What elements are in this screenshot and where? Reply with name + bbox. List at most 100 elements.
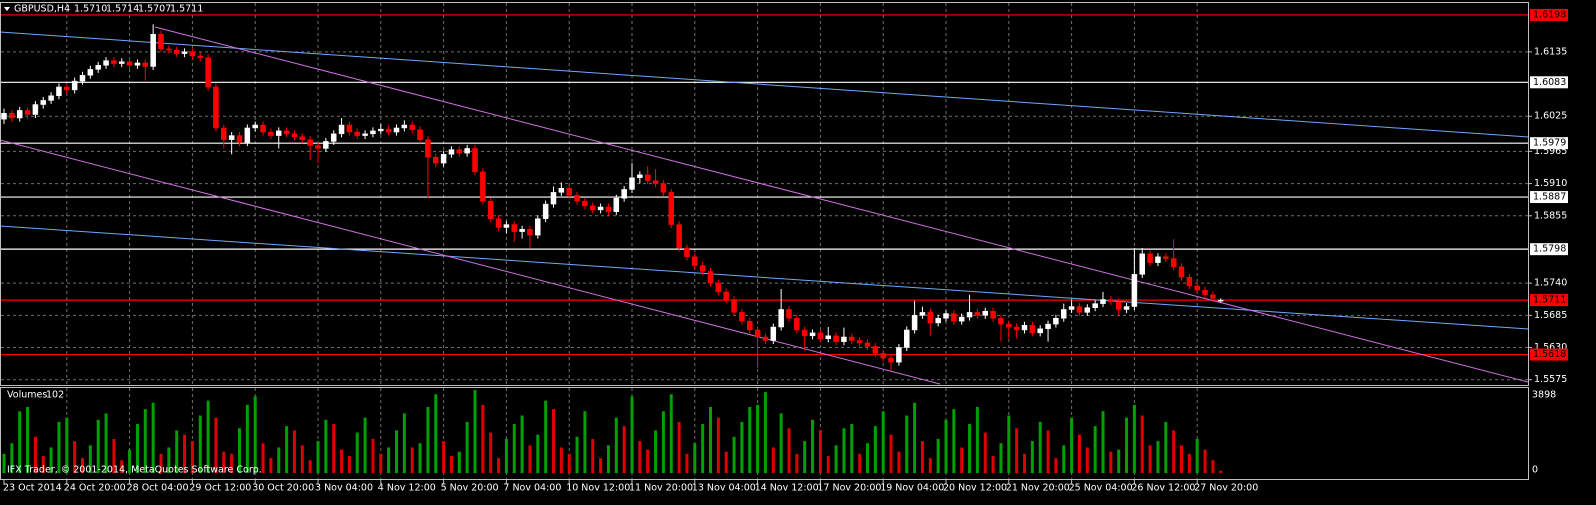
x-tick-label: 5 Nov 20:00 <box>441 483 499 494</box>
candle-body <box>276 130 282 136</box>
y-tick-label: 1.5575 <box>1534 374 1567 385</box>
candle-body <box>770 326 777 341</box>
candle-body <box>668 192 674 225</box>
candle-body <box>817 332 824 339</box>
x-tick-label: 25 Nov 04:00 <box>1069 483 1133 494</box>
candle-body <box>1021 325 1028 331</box>
level-tag <box>1530 294 1568 307</box>
candle-body <box>715 282 722 293</box>
candle-body <box>676 224 682 249</box>
candle-body <box>1013 326 1020 331</box>
candle-body <box>1186 277 1193 287</box>
candle-body <box>315 145 321 149</box>
candle-body <box>943 313 949 319</box>
y-tick-label: 1.5855 <box>1534 210 1567 221</box>
candle-body <box>888 357 894 363</box>
candle-body <box>1061 309 1067 319</box>
candle-layer <box>1 24 1224 371</box>
candle-body <box>244 127 251 143</box>
volume-tick-label: 0 <box>1532 465 1538 476</box>
candle-body <box>385 128 392 133</box>
candle-body <box>205 57 211 88</box>
candle-body <box>958 316 965 322</box>
candle-body <box>323 141 329 149</box>
candle-body <box>1123 306 1130 310</box>
level-label: 1.6083 <box>1533 77 1566 88</box>
candle-body <box>354 131 360 136</box>
candle-body <box>291 133 298 137</box>
x-tick-label: 4 Nov 12:00 <box>378 483 436 494</box>
x-tick-label: 24 Oct 20:00 <box>64 483 126 494</box>
candle-body <box>762 336 769 341</box>
header-high: 1.5714 <box>106 4 139 15</box>
candle-body <box>487 200 494 219</box>
candle-body <box>56 86 62 97</box>
candle-body <box>9 113 15 119</box>
candle-body <box>605 206 612 212</box>
candle-body <box>32 104 39 115</box>
candle-body <box>801 329 808 337</box>
candle-body <box>550 192 557 205</box>
candle-body <box>370 130 376 135</box>
candle-body <box>754 329 761 338</box>
menu-arrow[interactable] <box>4 7 10 11</box>
x-tick-label: 10 Nov 12:00 <box>566 483 630 494</box>
text-layer: GBPUSD,H4 1.5710 1.5714 1.5707 1.5711 Vo… <box>3 4 1568 494</box>
candle-body <box>896 347 902 363</box>
candle-body <box>1139 253 1145 275</box>
candle-body <box>95 65 101 70</box>
candle-body <box>16 110 23 119</box>
candle-body <box>409 124 415 130</box>
candle-body <box>849 336 855 341</box>
candle-body <box>228 135 235 140</box>
candle-body <box>778 309 784 328</box>
candle-body <box>503 224 510 228</box>
trend-line <box>0 31 1529 138</box>
level-label: 1.6198 <box>1533 9 1566 20</box>
price-panel-border <box>0 2 1529 386</box>
candle-body <box>1170 258 1177 267</box>
candle-body <box>1194 285 1200 291</box>
candle-body <box>880 353 886 359</box>
candle-body <box>1045 323 1051 330</box>
x-tick-label: 23 Oct 2014 <box>3 483 62 494</box>
y-tick-label: 1.5685 <box>1534 310 1567 321</box>
candle-body <box>590 205 596 211</box>
candle-body <box>597 206 604 211</box>
y-tick-label: 1.5740 <box>1534 278 1567 289</box>
x-tick-label: 17 Nov 20:00 <box>817 483 881 494</box>
level-tag <box>1530 8 1568 21</box>
level-label: 1.5798 <box>1533 244 1566 255</box>
frame <box>0 2 1529 480</box>
candle-body <box>841 336 847 342</box>
level-tag <box>1530 243 1568 256</box>
candle-body <box>644 174 651 181</box>
candle-body <box>629 177 635 190</box>
x-tick-label: 30 Oct 20:00 <box>252 483 314 494</box>
candle-body <box>150 34 156 67</box>
candle-body <box>433 156 439 164</box>
y-tick-label: 1.5630 <box>1534 342 1567 353</box>
level-label: 1.5618 <box>1533 349 1566 360</box>
candle-body <box>338 124 345 135</box>
candle-body <box>582 200 588 207</box>
level-tag <box>1530 348 1568 361</box>
volume-layer <box>2 390 1223 473</box>
x-tick-label: 20 Nov 12:00 <box>943 483 1007 494</box>
candle-body <box>1155 256 1161 263</box>
candle-body <box>393 127 400 133</box>
x-tick-label: 14 Nov 12:00 <box>755 483 819 494</box>
candle-body <box>71 80 78 91</box>
candle-body <box>566 188 572 196</box>
candle-body <box>731 299 737 313</box>
x-tick-label: 27 Nov 20:00 <box>1194 483 1258 494</box>
candle-body <box>872 346 879 354</box>
candle-body <box>982 310 988 316</box>
volume-tick-label: 3898 <box>1532 390 1556 401</box>
candle-body <box>307 139 313 146</box>
candle-body <box>260 124 266 133</box>
candle-body <box>535 218 541 236</box>
candle-body <box>268 131 274 136</box>
candle-body <box>974 312 981 316</box>
